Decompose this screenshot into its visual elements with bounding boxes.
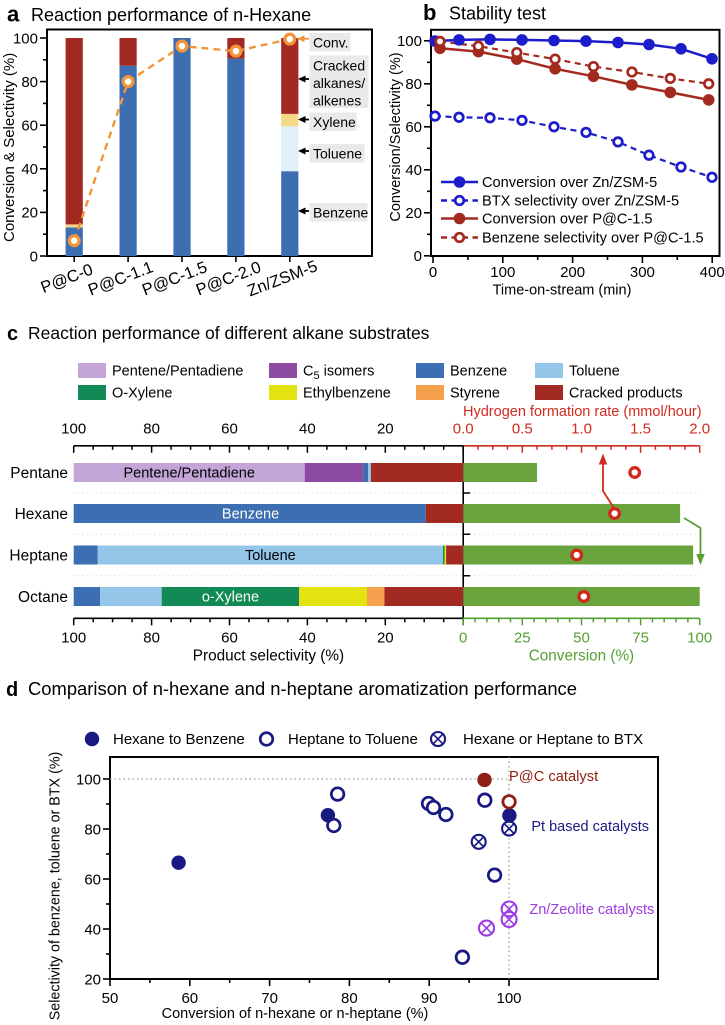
svg-text:Cracked products: Cracked products (569, 386, 683, 402)
svg-text:Conversion & Selectivity (%): Conversion & Selectivity (%) (1, 53, 18, 242)
svg-text:Conversion (%): Conversion (%) (529, 647, 634, 664)
svg-text:20: 20 (405, 205, 422, 222)
svg-text:Heptane to Toluene: Heptane to Toluene (288, 731, 418, 748)
svg-text:Pt based catalysts: Pt based catalysts (531, 819, 649, 835)
svg-text:Hydrogen formation rate (mmol/: Hydrogen formation rate (mmol/hour) (463, 404, 702, 420)
svg-text:Ethylbenzene: Ethylbenzene (303, 386, 391, 402)
svg-text:Styrene: Styrene (450, 386, 500, 402)
svg-text:Comparison of n-hexane and n-h: Comparison of n-hexane and n-heptane aro… (28, 678, 577, 699)
svg-text:100: 100 (61, 421, 86, 438)
svg-text:o-Xylene: o-Xylene (202, 590, 259, 606)
svg-text:Conversion over Zn/ZSM-5: Conversion over Zn/ZSM-5 (482, 175, 657, 191)
svg-text:Reaction performance of differ: Reaction performance of different alkane… (28, 323, 430, 343)
svg-text:20: 20 (377, 421, 394, 438)
svg-text:60: 60 (405, 119, 422, 136)
svg-text:40: 40 (405, 162, 422, 179)
svg-text:80: 80 (84, 821, 101, 838)
svg-text:60: 60 (181, 990, 198, 1007)
svg-text:Hexane or Heptane to BTX: Hexane or Heptane to BTX (463, 731, 643, 748)
svg-text:0: 0 (30, 248, 38, 265)
svg-text:Conversion of n-hexane or n-he: Conversion of n-hexane or n-heptane (%) (162, 1006, 429, 1022)
svg-text:60: 60 (21, 118, 38, 135)
svg-text:Hexane: Hexane (15, 506, 68, 523)
svg-text:400: 400 (700, 264, 725, 281)
svg-text:a: a (7, 2, 20, 27)
svg-text:20: 20 (21, 205, 38, 222)
svg-text:b: b (423, 0, 436, 25)
svg-text:Time-on-stream (min): Time-on-stream (min) (493, 283, 632, 299)
svg-text:0.5: 0.5 (512, 421, 533, 438)
svg-text:100: 100 (61, 629, 86, 646)
svg-text:60: 60 (221, 421, 238, 438)
svg-text:Heptane: Heptane (9, 547, 68, 564)
svg-text:60: 60 (84, 871, 101, 888)
svg-text:Benzene: Benzene (450, 364, 507, 380)
svg-text:20: 20 (84, 971, 101, 988)
svg-text:50: 50 (573, 629, 590, 646)
svg-text:Pentene/Pentadiene: Pentene/Pentadiene (123, 466, 254, 482)
svg-text:C5 isomers: C5 isomers (303, 364, 374, 383)
svg-text:Toluene: Toluene (569, 364, 620, 380)
svg-text:40: 40 (21, 161, 38, 178)
svg-text:40: 40 (299, 629, 316, 646)
svg-text:80: 80 (341, 990, 358, 1007)
svg-text:0: 0 (459, 629, 467, 646)
svg-text:P@C catalyst: P@C catalyst (509, 769, 598, 785)
svg-text:Stability test: Stability test (449, 4, 546, 24)
svg-text:0: 0 (414, 248, 422, 265)
svg-text:80: 80 (405, 76, 422, 93)
svg-text:90: 90 (421, 990, 438, 1007)
svg-text:0.0: 0.0 (453, 421, 474, 438)
svg-text:Zn/Zeolite catalysts: Zn/Zeolite catalysts (529, 902, 654, 918)
svg-text:100: 100 (13, 30, 38, 47)
svg-text:1.5: 1.5 (630, 421, 651, 438)
svg-text:100: 100 (397, 33, 422, 50)
svg-text:1.0: 1.0 (571, 421, 592, 438)
svg-text:Reaction performance of n-Hexa: Reaction performance of n-Hexane (31, 5, 311, 25)
svg-text:Product selectivity (%): Product selectivity (%) (193, 647, 344, 664)
svg-text:BTX selectivity over Zn/ZSM-5: BTX selectivity over Zn/ZSM-5 (482, 194, 679, 210)
svg-text:d: d (6, 679, 18, 701)
svg-text:alkenes: alkenes (313, 93, 361, 109)
svg-text:70: 70 (261, 990, 278, 1007)
svg-text:25: 25 (514, 629, 531, 646)
svg-text:Selectivity of benzene, toluen: Selectivity of benzene, toluene or BTX (… (48, 752, 64, 1021)
svg-text:40: 40 (299, 421, 316, 438)
svg-text:75: 75 (632, 629, 649, 646)
svg-text:20: 20 (377, 629, 394, 646)
svg-text:O-Xylene: O-Xylene (112, 386, 172, 402)
svg-text:80: 80 (143, 629, 160, 646)
svg-text:40: 40 (84, 921, 101, 938)
svg-text:60: 60 (221, 629, 238, 646)
svg-text:Pentene/Pentadiene: Pentene/Pentadiene (112, 364, 243, 380)
svg-text:Hexane to Benzene: Hexane to Benzene (113, 731, 245, 748)
svg-text:0: 0 (429, 264, 437, 281)
svg-text:100: 100 (687, 629, 712, 646)
svg-text:300: 300 (630, 264, 655, 281)
svg-text:Benzene selectivity over P@C-1: Benzene selectivity over P@C-1.5 (482, 231, 704, 247)
svg-text:Octane: Octane (18, 589, 68, 606)
svg-text:Benzene: Benzene (222, 507, 279, 523)
svg-text:Toluene: Toluene (313, 146, 362, 162)
svg-text:2.0: 2.0 (689, 421, 710, 438)
svg-text:Benzene: Benzene (313, 205, 368, 221)
svg-text:50: 50 (102, 990, 119, 1007)
svg-text:Xylene: Xylene (313, 114, 356, 130)
svg-text:Cracked: Cracked (313, 58, 365, 74)
svg-text:100: 100 (490, 264, 515, 281)
svg-text:200: 200 (560, 264, 585, 281)
svg-text:80: 80 (21, 74, 38, 91)
svg-text:Conv.: Conv. (313, 35, 349, 51)
svg-text:Pentane: Pentane (10, 465, 68, 482)
svg-text:100: 100 (496, 990, 521, 1007)
svg-text:80: 80 (143, 421, 160, 438)
svg-text:Toluene: Toluene (245, 548, 296, 564)
svg-text:100: 100 (76, 771, 101, 788)
svg-text:Conversion/Selectivity (%): Conversion/Selectivity (%) (388, 52, 404, 221)
svg-text:alkanes/: alkanes/ (313, 75, 365, 91)
svg-text:Conversion over P@C-1.5: Conversion over P@C-1.5 (482, 212, 653, 228)
svg-text:c: c (7, 323, 18, 345)
